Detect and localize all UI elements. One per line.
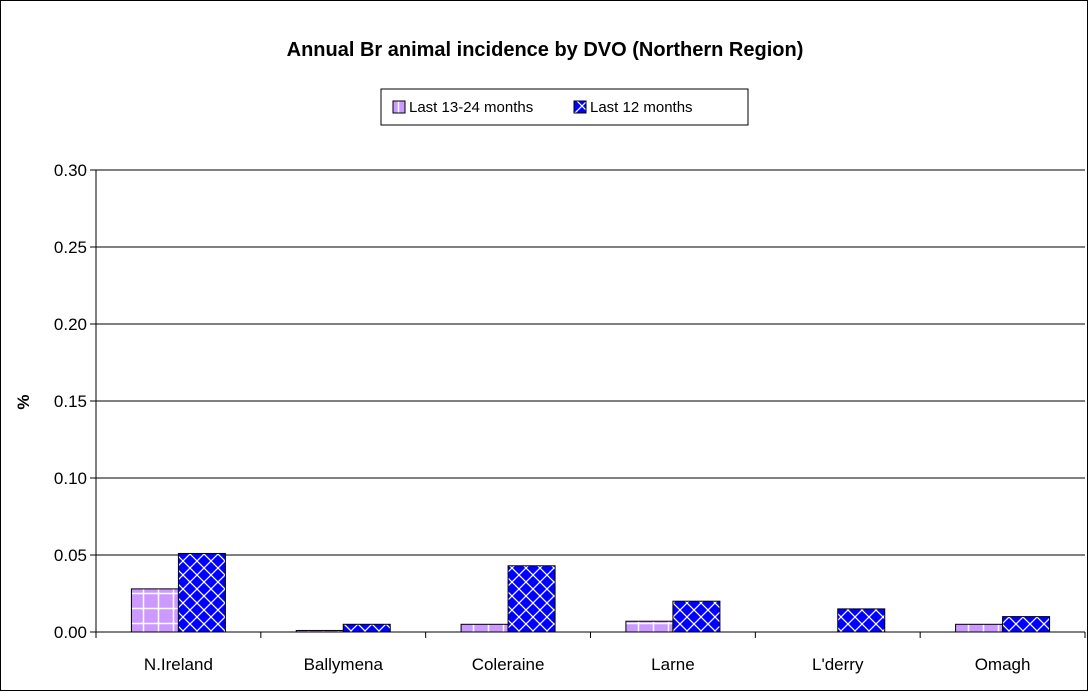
bar	[130, 588, 179, 633]
y-axis-label: %	[14, 394, 33, 409]
legend-label-series-1: Last 13-24 months	[409, 99, 533, 116]
y-tick-label: 0.00	[54, 623, 87, 642]
x-tick-label: Ballymena	[304, 655, 384, 674]
y-tick-label: 0.30	[54, 161, 87, 180]
axes	[95, 170, 1086, 638]
bars	[130, 552, 1051, 633]
x-tick-labels: N.Ireland Ballymena Coleraine Larne L'derry O…	[144, 655, 1031, 674]
bar	[342, 623, 391, 633]
bar	[625, 620, 674, 633]
y-tick-label: 0.20	[54, 315, 87, 334]
y-tick-labels: 0.00 0.05 0.10 0.15 0.20 0.25 0.30	[54, 161, 87, 642]
bar	[460, 623, 509, 633]
bar	[672, 600, 721, 633]
x-tick-label: Coleraine	[472, 655, 545, 674]
gridlines	[90, 169, 1085, 633]
legend: Last 13-24 months Last 12 months	[380, 88, 749, 126]
x-tick-label: Larne	[651, 655, 694, 674]
bar	[177, 552, 226, 633]
bar	[837, 608, 886, 633]
legend-swatch-series-2	[573, 100, 587, 114]
x-tick-label: Omagh	[975, 655, 1031, 674]
legend-box	[380, 88, 749, 126]
legend-swatch-series-1	[392, 100, 406, 114]
bar	[955, 623, 1004, 633]
y-tick-label: 0.10	[54, 469, 87, 488]
y-tick-label: 0.15	[54, 392, 87, 411]
bar	[507, 565, 556, 633]
x-tick-label: N.Ireland	[144, 655, 213, 674]
chart-title: Annual Br animal incidence by DVO (North…	[287, 39, 804, 61]
legend-label-series-2: Last 12 months	[590, 99, 693, 116]
y-tick-label: 0.25	[54, 238, 87, 257]
bar	[1002, 616, 1051, 633]
x-tick-label: L'derry	[812, 655, 864, 674]
y-tick-label: 0.05	[54, 546, 87, 565]
